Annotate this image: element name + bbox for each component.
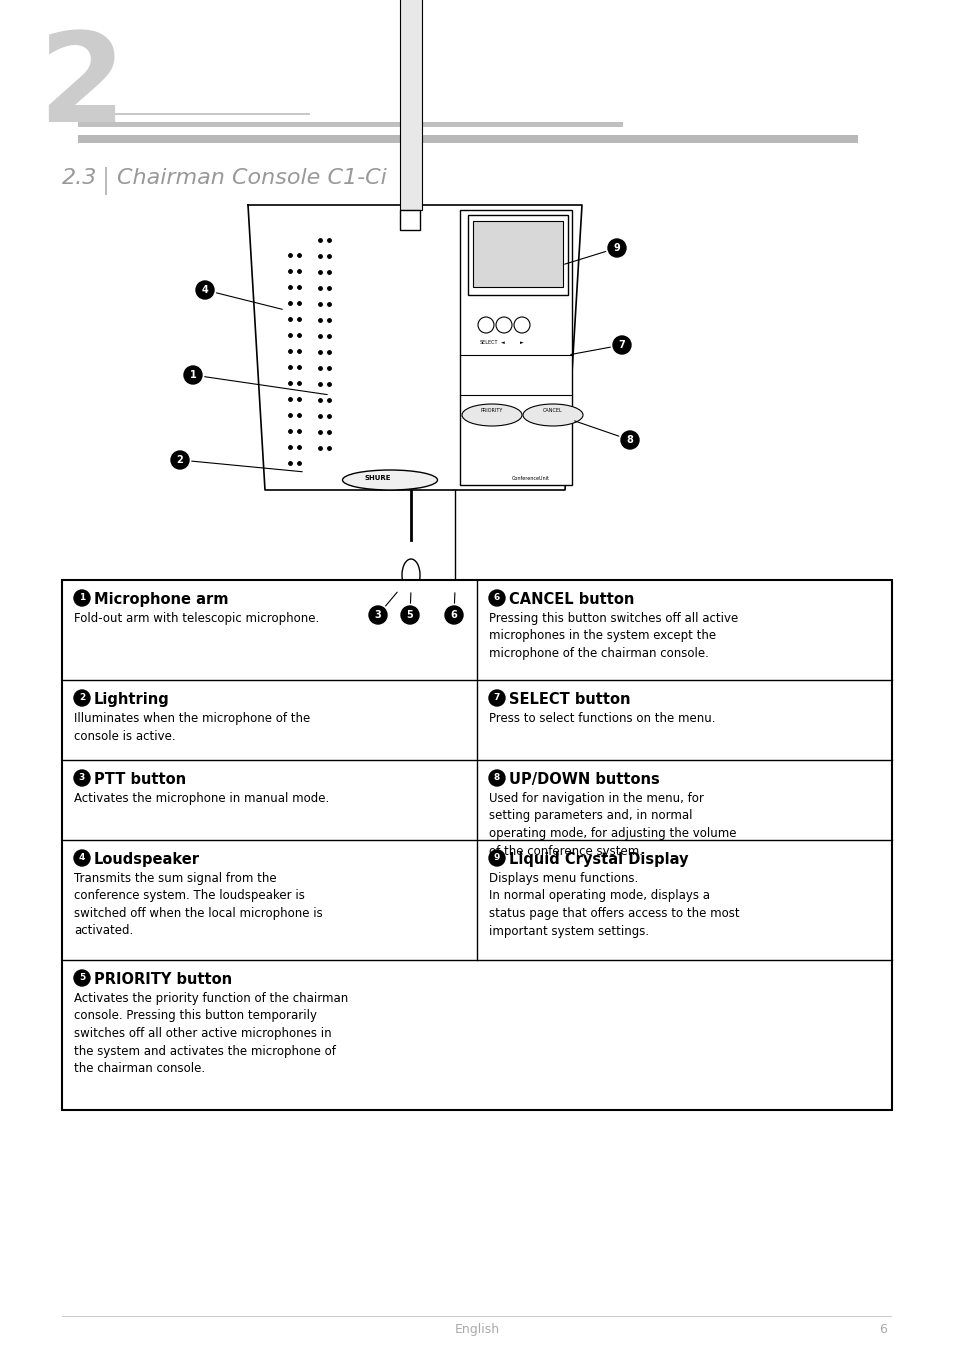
Text: 3: 3 <box>375 610 381 621</box>
Bar <box>62 1315 891 1317</box>
Circle shape <box>444 606 462 625</box>
Circle shape <box>489 689 504 706</box>
Text: PRIORITY: PRIORITY <box>480 407 502 413</box>
Circle shape <box>74 590 90 606</box>
Text: Activates the microphone in manual mode.: Activates the microphone in manual mode. <box>74 792 329 805</box>
Bar <box>399 210 419 229</box>
Bar <box>399 0 421 210</box>
Text: Used for navigation in the menu, for
setting parameters and, in normal
operating: Used for navigation in the menu, for set… <box>489 792 736 858</box>
Text: 7: 7 <box>494 693 499 703</box>
Text: CANCEL: CANCEL <box>542 407 562 413</box>
Circle shape <box>400 606 418 625</box>
Text: Chairman Console C1-Ci: Chairman Console C1-Ci <box>117 169 386 188</box>
Text: SELECT button: SELECT button <box>509 692 630 707</box>
Text: Displays menu functions.
In normal operating mode, displays a
status page that o: Displays menu functions. In normal opera… <box>489 871 739 938</box>
Text: CANCEL button: CANCEL button <box>509 592 634 607</box>
Text: 1: 1 <box>190 370 196 380</box>
Circle shape <box>489 770 504 786</box>
Text: 8: 8 <box>494 773 499 782</box>
Text: UP/DOWN buttons: UP/DOWN buttons <box>509 772 659 786</box>
Circle shape <box>74 850 90 866</box>
Text: ►: ► <box>519 340 523 345</box>
Text: 2: 2 <box>176 455 183 465</box>
Circle shape <box>489 590 504 606</box>
Circle shape <box>184 366 202 384</box>
Text: Activates the priority function of the chairman
console. Pressing this button te: Activates the priority function of the c… <box>74 992 348 1075</box>
Ellipse shape <box>401 558 419 591</box>
Circle shape <box>514 317 530 333</box>
Polygon shape <box>248 205 581 490</box>
Text: 6: 6 <box>450 610 456 621</box>
Text: 7: 7 <box>618 340 625 349</box>
Text: Top view: Top view <box>388 635 441 648</box>
Text: Fold-out arm with telescopic microphone.: Fold-out arm with telescopic microphone. <box>74 612 319 625</box>
Bar <box>78 135 857 143</box>
Circle shape <box>369 606 387 625</box>
Circle shape <box>74 689 90 706</box>
Bar <box>468 214 567 295</box>
Text: 8: 8 <box>626 434 633 445</box>
Circle shape <box>496 317 512 333</box>
Text: Transmits the sum signal from the
conference system. The loudspeaker is
switched: Transmits the sum signal from the confer… <box>74 871 322 938</box>
Text: SHURE: SHURE <box>365 475 391 482</box>
Circle shape <box>171 451 189 469</box>
Ellipse shape <box>461 403 521 426</box>
Text: 3: 3 <box>79 773 85 782</box>
Ellipse shape <box>522 403 582 426</box>
Text: 2: 2 <box>38 27 125 148</box>
Text: SELECT: SELECT <box>479 340 498 345</box>
Bar <box>62 580 891 1110</box>
Circle shape <box>195 281 213 299</box>
Bar <box>459 210 572 486</box>
Text: 4: 4 <box>79 854 85 862</box>
Text: ◄: ◄ <box>500 340 504 345</box>
Text: 2: 2 <box>79 693 85 703</box>
Text: Liquid Crystal Display: Liquid Crystal Display <box>509 853 688 867</box>
Text: 5: 5 <box>406 610 413 621</box>
Text: 6: 6 <box>494 594 499 603</box>
Circle shape <box>74 770 90 786</box>
Circle shape <box>607 239 625 258</box>
Circle shape <box>489 850 504 866</box>
Text: 9: 9 <box>613 243 619 254</box>
Circle shape <box>74 970 90 986</box>
Text: 4: 4 <box>201 285 208 295</box>
Ellipse shape <box>342 469 437 490</box>
Text: Lightring: Lightring <box>94 692 170 707</box>
Text: Press to select functions on the menu.: Press to select functions on the menu. <box>489 712 715 724</box>
Bar <box>78 112 310 115</box>
Text: PTT button: PTT button <box>94 772 186 786</box>
Text: 5: 5 <box>79 974 85 982</box>
Text: Illuminates when the microphone of the
console is active.: Illuminates when the microphone of the c… <box>74 712 310 742</box>
Text: 9: 9 <box>494 854 499 862</box>
Text: Microphone arm: Microphone arm <box>94 592 229 607</box>
Text: 1: 1 <box>79 594 85 603</box>
Circle shape <box>620 430 639 449</box>
Bar <box>105 167 107 196</box>
Circle shape <box>477 317 494 333</box>
Bar <box>473 221 562 287</box>
Text: 2.3: 2.3 <box>62 169 97 188</box>
Text: 6: 6 <box>879 1323 886 1336</box>
Text: English: English <box>454 1323 499 1336</box>
Text: Loudspeaker: Loudspeaker <box>94 853 200 867</box>
Bar <box>78 121 622 127</box>
Text: ConferenceUnit: ConferenceUnit <box>512 475 550 480</box>
Circle shape <box>613 336 630 353</box>
Text: Pressing this button switches off all active
microphones in the system except th: Pressing this button switches off all ac… <box>489 612 738 660</box>
Text: PRIORITY button: PRIORITY button <box>94 973 232 987</box>
